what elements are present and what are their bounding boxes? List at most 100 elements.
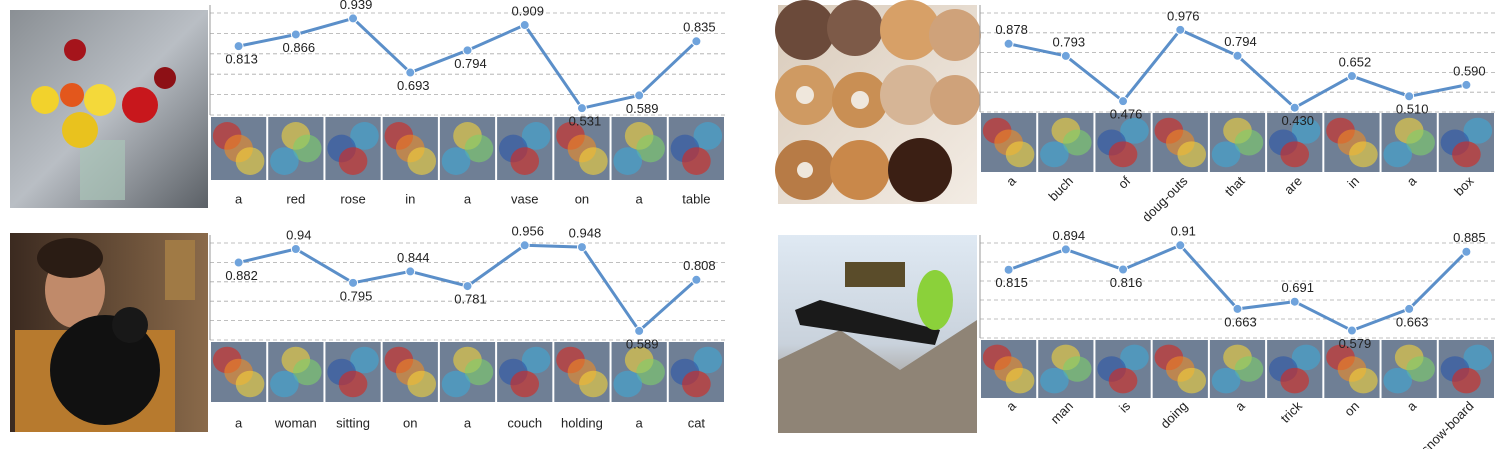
photo-flowers [10, 10, 208, 208]
x-tick-label: that [1222, 173, 1248, 199]
data-label: 0.663 [1224, 314, 1257, 329]
x-tick-label: red [286, 191, 305, 206]
x-tick-label: a [1003, 173, 1019, 189]
data-label: 0.693 [397, 78, 430, 93]
x-tick-label: on [1341, 398, 1362, 419]
data-point [233, 257, 244, 268]
x-tick-label: a [1003, 398, 1019, 414]
data-label: 0.882 [225, 268, 258, 283]
attention-blob [292, 134, 322, 163]
data-label: 0.94 [286, 227, 311, 242]
attention-blob [693, 122, 723, 150]
data-label: 0.430 [1281, 113, 1314, 128]
data-point [1175, 24, 1186, 35]
x-tick-label: a [1404, 398, 1420, 414]
data-label: 0.510 [1396, 102, 1429, 117]
attention-blob [464, 134, 494, 163]
x-tick-label: a [235, 415, 243, 430]
data-point [1289, 102, 1300, 113]
photo-snowboard [778, 235, 977, 433]
data-point [1289, 296, 1300, 307]
data-label: 0.794 [1224, 34, 1257, 49]
attention-blob [1349, 367, 1378, 394]
attention-blob [1005, 367, 1035, 394]
x-tick-label: box [1451, 173, 1477, 199]
attention-blob [1280, 141, 1310, 168]
attention-blob [1062, 356, 1092, 382]
attention-blob [1291, 344, 1321, 371]
attention-blob [350, 346, 379, 374]
data-label: 0.781 [454, 292, 487, 307]
data-point [1118, 264, 1129, 275]
attention-blob [407, 147, 437, 175]
data-label: 0.795 [340, 288, 373, 303]
x-tick-label: a [636, 191, 644, 206]
attention-blob [613, 370, 643, 398]
x-tick-label: is [1116, 398, 1134, 416]
attention-blob [1349, 141, 1378, 168]
attention-blob [636, 134, 665, 163]
x-tick-label: vase [511, 191, 538, 206]
attention-blob [1108, 367, 1138, 394]
data-point [462, 281, 473, 292]
attention-blob [1062, 129, 1092, 156]
data-point [233, 41, 244, 52]
x-tick-label: in [405, 191, 415, 206]
attention-blob [521, 346, 551, 374]
x-tick-label: trick [1277, 398, 1305, 426]
attention-blob [1234, 129, 1264, 156]
data-label: 0.793 [1053, 34, 1086, 49]
data-point [405, 266, 416, 277]
attention-blob [235, 147, 265, 175]
attention-blob [636, 358, 665, 386]
data-point [1232, 303, 1243, 314]
data-point [1461, 246, 1472, 257]
attention-blob [407, 370, 437, 398]
x-tick-label: a [464, 415, 472, 430]
data-label: 0.652 [1339, 54, 1372, 69]
attention-blob [235, 370, 265, 398]
attention-blob [1120, 344, 1149, 371]
attention-blob [613, 147, 643, 175]
x-tick-label: in [1344, 173, 1362, 191]
data-point [1404, 91, 1415, 102]
data-point [1461, 79, 1472, 90]
attention-blob [579, 370, 608, 398]
x-tick-label: table [682, 191, 710, 206]
data-point [519, 240, 530, 251]
attention-blob [1463, 344, 1493, 371]
data-label: 0.948 [569, 226, 602, 241]
attention-blob [1463, 117, 1493, 144]
x-tick-label: cat [688, 415, 706, 430]
data-label: 0.589 [626, 336, 659, 351]
data-point [576, 103, 587, 114]
data-label: 0.909 [511, 3, 544, 18]
x-tick-label: on [403, 415, 417, 430]
data-label: 0.976 [1167, 8, 1200, 23]
x-tick-label: man [1048, 398, 1076, 426]
data-point [1003, 264, 1014, 275]
data-point [634, 325, 645, 336]
attention-blob [1452, 141, 1481, 168]
attention-blob [1234, 356, 1264, 382]
data-label: 0.91 [1171, 224, 1196, 239]
attention-blob [682, 370, 711, 398]
data-label: 0.813 [225, 52, 258, 67]
attention-blob [1211, 367, 1241, 394]
attention-blob [1005, 141, 1035, 168]
data-point [1232, 50, 1243, 61]
x-tick-label: couch [507, 415, 542, 430]
data-label: 0.816 [1110, 275, 1143, 290]
data-label: 0.835 [683, 20, 716, 35]
x-tick-label: on [575, 191, 589, 206]
attention-blob [1211, 141, 1241, 168]
x-tick-label: a [1404, 173, 1420, 189]
data-label: 0.579 [1339, 336, 1372, 351]
data-point [1175, 240, 1186, 251]
attention-blob [1177, 367, 1207, 394]
x-tick-label: are [1281, 173, 1305, 197]
attention-blob [682, 147, 711, 175]
data-point [290, 244, 301, 254]
